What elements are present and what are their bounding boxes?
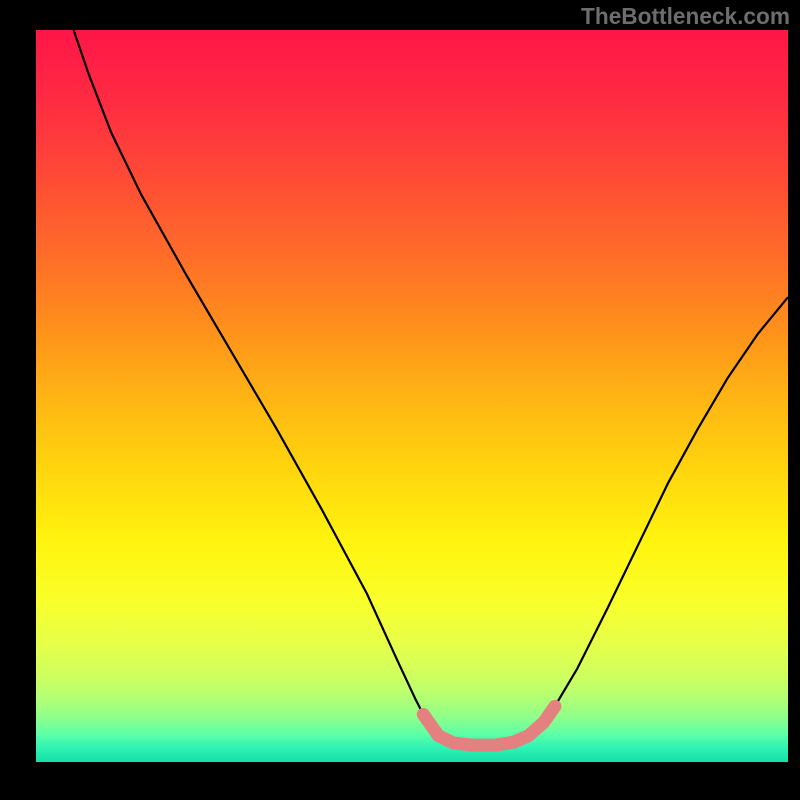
watermark-label: TheBottleneck.com (581, 3, 790, 30)
plot-svg (36, 30, 788, 762)
plot-area (36, 30, 788, 762)
chart-frame: TheBottleneck.com (0, 0, 800, 800)
gradient-background (36, 30, 788, 762)
